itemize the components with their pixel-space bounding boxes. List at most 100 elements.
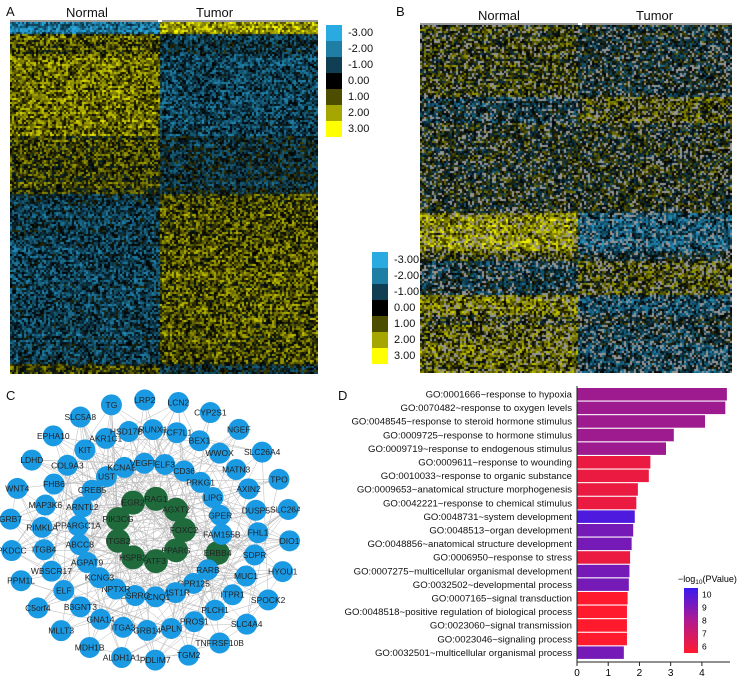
gene-node-label: ALDH1A1: [103, 652, 141, 662]
gene-node-circle: [50, 620, 72, 642]
bar-mark: [577, 428, 674, 442]
gene-node-circle: [279, 530, 300, 552]
gene-node-circle: [53, 579, 75, 601]
gene-node-label: KCNG3: [85, 573, 115, 583]
gene-node-circle: [118, 421, 140, 443]
gene-node-circle: [165, 582, 187, 604]
gene-node-label: ERBB4: [204, 548, 232, 558]
hub-node-circle: [164, 538, 189, 563]
gene-node-circle: [95, 427, 117, 449]
network-edge: [89, 557, 134, 648]
heatmap-a-group-bar: [10, 20, 318, 22]
network-node: RAG1: [143, 486, 168, 511]
bar-category-label: GO:0042221~response to chemical stimulus: [383, 498, 572, 509]
gene-node-label: CYP2S1: [194, 408, 227, 418]
gene-node-label: SLC5A8: [65, 412, 97, 422]
gene-node-circle: [228, 418, 250, 440]
network-node: TG: [100, 394, 122, 416]
gene-node-label: LDHD: [20, 455, 43, 465]
gene-node-label: MATN3: [222, 465, 250, 475]
bar-mark: [577, 524, 634, 537]
network-edge: [111, 404, 249, 490]
gene-node-circle: [31, 516, 53, 538]
gene-node-label: TPO: [270, 474, 288, 484]
gene-node-label: LIPG: [203, 492, 222, 502]
gene-node-label: AXIN2: [236, 484, 261, 494]
gene-node-label: ELF3: [155, 459, 176, 469]
network-node: ABCC8: [66, 534, 94, 556]
x-tick-label: 0: [574, 668, 580, 679]
network-node: PPARG: [161, 538, 191, 563]
gene-node-circle: [40, 560, 62, 582]
gene-node-circle: [144, 649, 166, 671]
network-edge: [132, 402, 179, 503]
heatmap-b-legend: -3.00 -2.00 -1.00 0.00 1.00 2.00 3.00: [372, 252, 419, 364]
gene-node-label: RIMKLA: [26, 522, 58, 532]
gene-node-label: ITGB4: [32, 545, 57, 555]
gene-node-circle: [142, 419, 164, 441]
bar-mark: [577, 564, 630, 578]
gene-node-label: SDPR: [243, 550, 267, 560]
gene-node-label: NPTXR: [102, 584, 131, 594]
heatmap-b-legend-swatch: [372, 300, 388, 316]
heatmap-a-legend-label: -1.00: [348, 59, 374, 71]
network-edge: [67, 465, 136, 596]
network-node: FAM155B: [203, 523, 241, 545]
network-node: B3GNT3: [64, 596, 97, 618]
hub-node-circle: [106, 528, 131, 553]
gene-node-label: MST1R: [161, 588, 190, 598]
network-node: ARNTL2: [66, 496, 99, 518]
gene-node-circle: [209, 442, 231, 464]
gene-node-label: PPM1L: [7, 576, 35, 586]
heatmap-a-legend-swatch: [326, 105, 342, 121]
network-edge: [82, 440, 200, 508]
gene-node-label: WNT4: [5, 483, 29, 493]
gene-node-circle: [88, 567, 110, 589]
bar-category-label: GO:0048513~organ development: [429, 526, 572, 537]
network-edge: [99, 470, 185, 578]
gene-node-circle: [90, 608, 112, 630]
heatmap-a-legend-label: -2.00: [348, 43, 374, 55]
network-node: CREB5: [78, 479, 107, 501]
x-axis-label: Enrichment ratio: [600, 678, 688, 680]
network-node: DIO1: [279, 530, 300, 552]
network-node: RIMKLA: [26, 516, 58, 538]
gene-node-label: SLC4A4: [231, 619, 263, 629]
gene-node-circle: [69, 534, 91, 556]
hub-node-circle: [121, 545, 145, 570]
gene-node-label: GPER: [208, 510, 232, 520]
x-tick-label: 2: [637, 668, 643, 679]
network-edge: [146, 540, 290, 631]
bar-mark: [577, 483, 638, 496]
gene-node-label: ITGB2: [106, 536, 131, 546]
network-edge: [188, 599, 269, 656]
network-node: EPHA10: [37, 425, 70, 447]
gene-node-label: GRB14: [133, 625, 161, 635]
gene-node-label: TGM2: [177, 650, 201, 660]
gene-node-circle: [76, 552, 98, 574]
gene-node-circle: [81, 479, 103, 501]
bar-category-label: GO:0007165~signal transduction: [431, 594, 572, 605]
gene-node-label: GPR125: [177, 578, 210, 588]
gene-node-label: TNFRSF10B: [195, 638, 244, 648]
network-node: LCN2: [168, 392, 190, 414]
network-node: COL9A3: [51, 454, 84, 476]
network-edge: [77, 525, 195, 622]
network-node: ATF3: [143, 549, 168, 574]
gene-node-circle: [268, 468, 290, 490]
network-edge: [176, 432, 218, 554]
network-node: PIK3CG: [102, 507, 134, 532]
gene-node-label: AGPAT9: [71, 558, 104, 568]
gene-node-label: EGR2: [121, 498, 144, 508]
gene-node-circle: [166, 422, 188, 444]
gene-node-label: SLC26A4: [244, 447, 281, 457]
gene-node-label: MDH1B: [75, 642, 105, 652]
bar-mark: [577, 510, 635, 523]
panel-label-b: B: [396, 4, 405, 19]
network-edge: [37, 540, 119, 609]
gene-node-circle: [209, 632, 231, 654]
network-edge: [155, 609, 216, 661]
heatmap-a-legend-swatch: [326, 57, 342, 73]
bar-category-label: GO:0006950~response to stress: [433, 553, 572, 564]
network-node: WBSCR17: [31, 560, 72, 582]
